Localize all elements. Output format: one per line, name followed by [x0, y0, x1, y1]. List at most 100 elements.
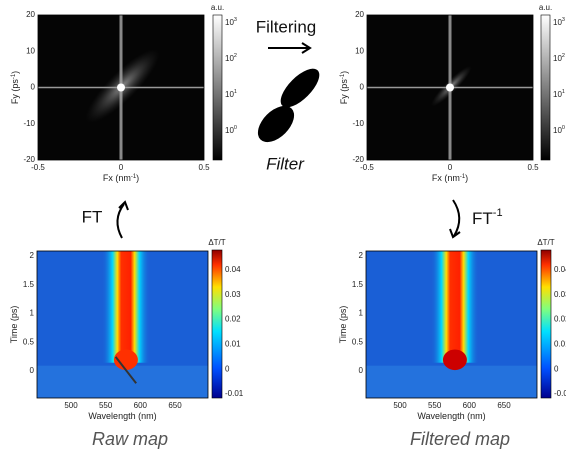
- colorbar-tick-label: 102: [225, 53, 237, 63]
- label-sup: -1: [131, 174, 137, 180]
- y-tick-label: 0: [31, 83, 36, 92]
- colorbar-tick-label: 0.02: [225, 315, 241, 324]
- filter-arrow: [268, 42, 312, 54]
- plot-frame: [37, 14, 205, 161]
- colorbar-tick-label: 102: [553, 53, 565, 63]
- colorbar-tick-label: 0.03: [554, 290, 566, 299]
- map-onset: [442, 349, 467, 371]
- y-tick-label: 2: [359, 251, 364, 260]
- y-tick-label: 20: [26, 10, 35, 19]
- label-text: Wavelength (nm): [88, 411, 156, 421]
- tick-exp: 3: [234, 17, 237, 23]
- colorbar-tick-label: 0.03: [225, 290, 241, 299]
- y-tick-label: 0: [360, 83, 365, 92]
- x-tick-label: 0.5: [198, 163, 210, 172]
- x-axis-label: Wavelength (nm): [88, 411, 156, 421]
- spectrum-center: [446, 83, 454, 92]
- y-tick-label: 1.5: [352, 280, 364, 289]
- colorbar: [211, 249, 223, 399]
- x-tick-label: 500: [64, 401, 78, 410]
- ft-arrow: [116, 203, 125, 239]
- panel: 2 1.5 1 0.5 0 500 550 600 650 Time (ps) Wavelength…: [338, 238, 566, 449]
- x-axis-label: Fx (nm-1): [103, 173, 139, 183]
- watermark: Satory: [277, 247, 303, 273]
- y-tick-label: -10: [23, 119, 35, 128]
- tick-base: 10: [553, 18, 562, 27]
- filtering-label: Filtering: [256, 17, 316, 36]
- caption: Filtered map: [410, 429, 510, 449]
- tick-exp: 1: [234, 89, 237, 95]
- tick-base: 10: [225, 90, 234, 99]
- tick-base: 10: [553, 90, 562, 99]
- y-tick-label: 1: [30, 309, 35, 318]
- label-end: ): [136, 173, 139, 183]
- colorbar-tick-label: 0.02: [554, 315, 566, 324]
- x-tick-label: 600: [463, 401, 477, 410]
- tick-base: 10: [225, 126, 234, 135]
- y-tick-label: 2: [30, 251, 35, 260]
- y-tick-label: -20: [23, 155, 35, 164]
- plot-frame: [365, 250, 538, 399]
- y-tick-label: 10: [26, 46, 35, 55]
- panel: 2 1.5 1 0.5 0 500 550 600 650 Time (ps) Wavelength…: [9, 238, 243, 449]
- colorbar: [540, 249, 552, 399]
- tick-exp: 1: [562, 89, 565, 95]
- x-tick-label: 0.5: [527, 163, 539, 172]
- y-tick-label: -20: [352, 155, 364, 164]
- colorbar-tick-label: 0: [225, 364, 230, 373]
- label-sup: -1: [11, 73, 17, 79]
- filter-label: Filter: [266, 154, 305, 173]
- caption: Raw map: [92, 429, 168, 449]
- x-axis-label: Fx (nm-1): [432, 173, 468, 183]
- map-lower: [366, 365, 537, 398]
- label-text: Fx (nm: [103, 173, 131, 183]
- colorbar-tick-label: 103: [225, 17, 237, 27]
- filter-shape: [257, 68, 320, 143]
- x-tick-label: 0: [119, 163, 124, 172]
- label-text: Fx (nm: [432, 173, 460, 183]
- y-axis-label: Fy (ps-1): [10, 71, 20, 104]
- tick-exp: 2: [562, 53, 565, 59]
- y-tick-label: 0: [30, 366, 35, 375]
- label-end: ): [465, 173, 468, 183]
- label-text: Wavelength (nm): [417, 411, 485, 421]
- map-artifact: [114, 356, 137, 384]
- y-tick-label: 1: [359, 309, 364, 318]
- x-tick-label: 600: [134, 401, 148, 410]
- x-tick-label: 0: [448, 163, 453, 172]
- x-tick-label: 550: [428, 401, 442, 410]
- tick-exp: 0: [562, 125, 565, 131]
- spectrum-center: [117, 83, 125, 92]
- map-onset: [113, 349, 138, 371]
- label-end: ): [10, 71, 20, 74]
- tick-base: 10: [553, 126, 562, 135]
- tick-base: 10: [225, 54, 234, 63]
- map-band: [101, 251, 150, 363]
- colorbar-label: ΔT/T: [208, 238, 225, 247]
- colorbar-tick-label: 101: [225, 89, 237, 99]
- colorbar-tick-label: 103: [553, 17, 565, 27]
- x-tick-label: -0.5: [360, 163, 374, 172]
- colorbar-tick-label: 0.01: [554, 340, 566, 349]
- plot-frame: [36, 250, 209, 399]
- colorbar-tick-label: 0.04: [554, 265, 566, 274]
- ift-arrow: [452, 199, 461, 237]
- tick-exp: 3: [562, 17, 565, 23]
- colorbar-tick-label: 0.01: [225, 340, 241, 349]
- colorbar-tick-label: 100: [553, 125, 565, 135]
- y-tick-label: 0: [359, 366, 364, 375]
- colorbar-tick-label: 100: [225, 125, 237, 135]
- colorbar-tick-label: 0.04: [225, 265, 241, 274]
- label-text: Fy (ps: [10, 79, 20, 105]
- colorbar-label: ΔT/T: [537, 238, 554, 247]
- colorbar-tick-label: 0: [554, 364, 559, 373]
- x-tick-label: 500: [393, 401, 407, 410]
- x-tick-label: 650: [497, 401, 511, 410]
- y-tick-label: 10: [355, 46, 364, 55]
- ift-arrow-head: [449, 228, 461, 239]
- x-axis-label: Wavelength (nm): [417, 411, 485, 421]
- y-axis-label: Fy (ps-1): [339, 71, 349, 104]
